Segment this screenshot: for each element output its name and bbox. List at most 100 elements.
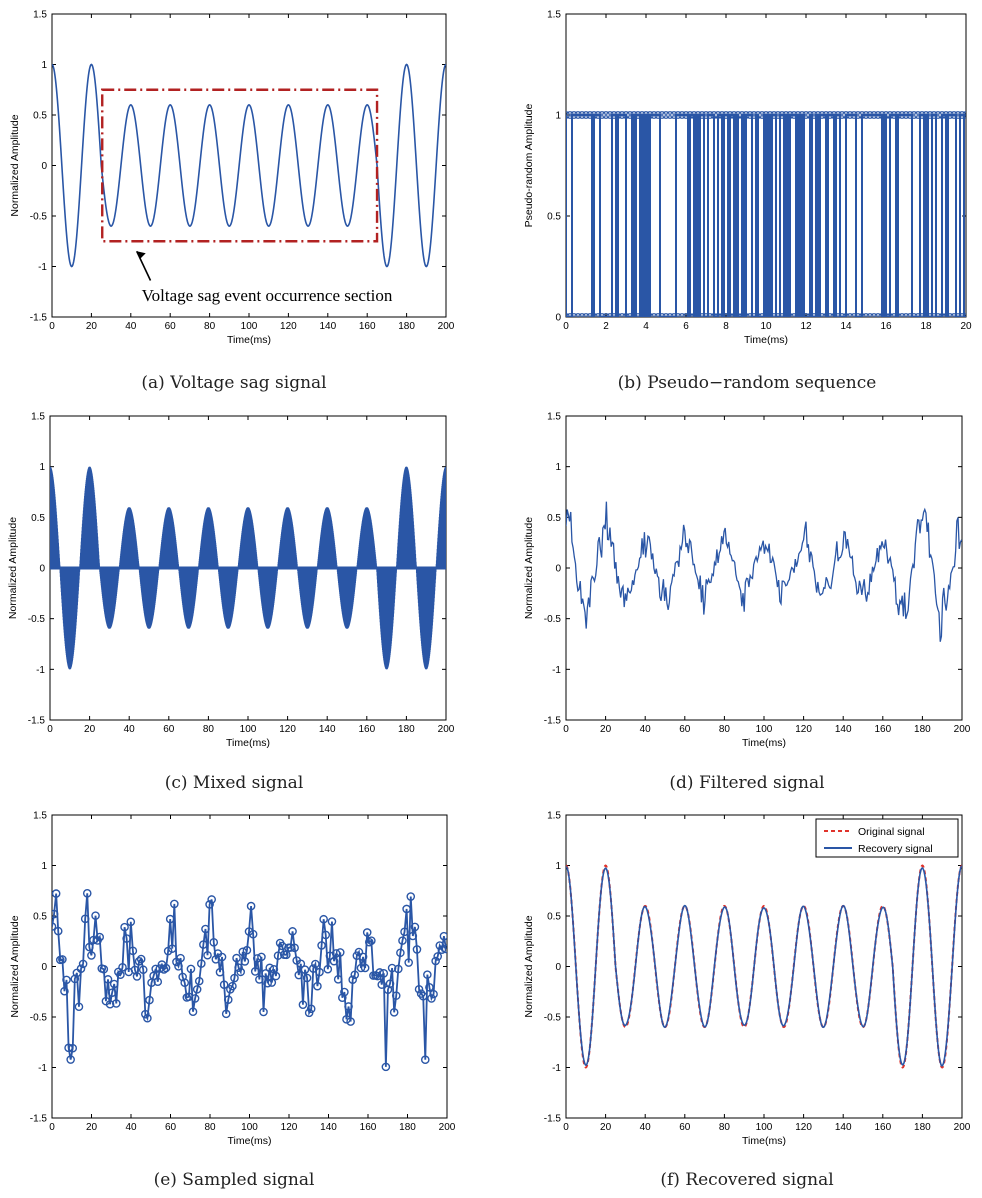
y-tick-label: 0.5 <box>33 912 47 923</box>
prbs-marker <box>754 313 762 317</box>
sample-marker <box>356 963 366 973</box>
plot-frame-f <box>565 814 963 1119</box>
sample-marker <box>302 973 312 983</box>
sample-marker <box>66 1055 75 1064</box>
sample-marker <box>387 963 397 973</box>
sample-marker <box>242 945 252 955</box>
sample-marker <box>398 936 407 945</box>
prbs-marker <box>790 111 798 119</box>
sample-marker <box>82 888 92 898</box>
panel-f: 0 20 40 60 80 100 120 140 160 180 200 -1.5 -1 -0.5 0 0.… <box>523 811 971 1191</box>
y-tick-label: -0.5 <box>28 614 46 625</box>
prbs-marker <box>818 313 826 317</box>
sample-marker <box>221 1009 231 1019</box>
sample-marker <box>364 937 374 947</box>
prbs-marker <box>934 111 942 119</box>
x-tick-label: 180 <box>398 321 415 332</box>
sample-marker <box>402 904 411 914</box>
prbs-marker <box>630 313 638 317</box>
prbs-marker <box>582 313 590 317</box>
x-axis-label: Time(ms) <box>226 737 270 749</box>
x-axis-label: Time(ms) <box>742 737 786 749</box>
prbs-marker <box>830 313 838 317</box>
prbs-marker <box>566 111 570 119</box>
sample-marker <box>261 969 270 978</box>
sample-marker <box>228 981 237 991</box>
prbs-marker <box>758 111 766 119</box>
sample-marker <box>248 929 258 939</box>
x-axis-label: Time(ms) <box>228 1135 272 1147</box>
sample-marker <box>335 948 345 957</box>
prbs-marker <box>926 111 934 119</box>
y-tick-label: 1 <box>555 861 561 872</box>
prbs-marker <box>946 111 954 119</box>
prbs-marker <box>798 313 806 317</box>
sample-marker <box>317 941 326 950</box>
prbs-marker <box>618 111 626 119</box>
prbs-marker <box>622 313 630 317</box>
sample-marker <box>311 959 320 969</box>
prbs-marker <box>834 111 842 119</box>
prbs-marker <box>698 111 706 119</box>
sample-marker <box>437 945 447 955</box>
x-axis-label: Time(ms) <box>742 1135 786 1147</box>
x-tick-label: 140 <box>319 321 336 332</box>
sample-marker <box>346 1017 355 1026</box>
x-tick-label: 2 <box>603 321 609 332</box>
prbs-marker <box>706 313 714 317</box>
y-tick-label: -0.5 <box>30 1013 48 1024</box>
prbs-marker <box>958 313 966 317</box>
sample-marker <box>250 967 260 976</box>
panel-b: 0 2 4 6 8 10 12 14 16 18 20 0 0.5 1 1.5 Time(ms) Pseudo-… <box>523 10 972 394</box>
x-tick-label: 0 <box>49 1122 55 1133</box>
prbs-marker <box>646 111 654 119</box>
sample-marker <box>122 934 131 943</box>
sample-marker <box>143 1013 152 1023</box>
sample-marker <box>205 900 214 909</box>
prbs-marker <box>594 111 602 119</box>
plot-frame-d <box>565 415 963 721</box>
sample-marker <box>151 964 160 974</box>
prbs-marker <box>618 313 626 317</box>
prbs-marker <box>886 313 894 317</box>
prbs-marker <box>830 111 838 119</box>
prbs-marker <box>882 111 890 119</box>
prbs-marker <box>958 111 966 119</box>
x-tick-label: 200 <box>954 1122 971 1133</box>
x-tick-label: 160 <box>874 1122 891 1133</box>
sample-marker <box>273 951 283 960</box>
sample-marker <box>238 947 248 957</box>
prbs-marker <box>874 111 882 119</box>
prbs-marker <box>890 313 898 317</box>
legend-box <box>815 818 959 858</box>
x-tick-label: 80 <box>203 724 215 735</box>
prbs-marker <box>914 111 922 119</box>
sample-marker <box>230 973 239 983</box>
sample-marker <box>246 901 256 911</box>
y-axis-label: Normalized Amplitude <box>523 517 535 619</box>
prbs-marker <box>758 313 766 317</box>
sample-marker <box>416 989 426 998</box>
x-tick-label: 0 <box>563 724 569 735</box>
y-tick-label: -0.5 <box>30 212 48 223</box>
x-tick-label: 40 <box>125 1122 137 1133</box>
prbs-marker <box>718 111 726 119</box>
x-tick-label: 0 <box>563 321 569 332</box>
sample-marker <box>153 977 163 987</box>
prbs-marker <box>746 111 754 119</box>
sample-marker <box>163 946 173 956</box>
y-tick-label: 1 <box>41 60 47 71</box>
prbs-marker <box>802 313 810 317</box>
prbs-marker <box>594 313 602 317</box>
panel-d: 0 20 40 60 80 100 120 140 160 180 200 -1.5 -1 -0.5 0 0.… <box>523 412 971 794</box>
x-tick-label: 12 <box>800 321 812 332</box>
x-tick-label: 120 <box>795 1122 812 1133</box>
prbs-marker <box>842 111 850 119</box>
prbs-marker <box>566 313 570 317</box>
prbs-marker <box>878 313 886 317</box>
x-tick-label: 180 <box>914 724 931 735</box>
sample-marker <box>240 957 250 966</box>
series-recovery-signal <box>566 865 962 1067</box>
sample-marker <box>159 965 169 974</box>
sample-marker <box>408 931 418 941</box>
